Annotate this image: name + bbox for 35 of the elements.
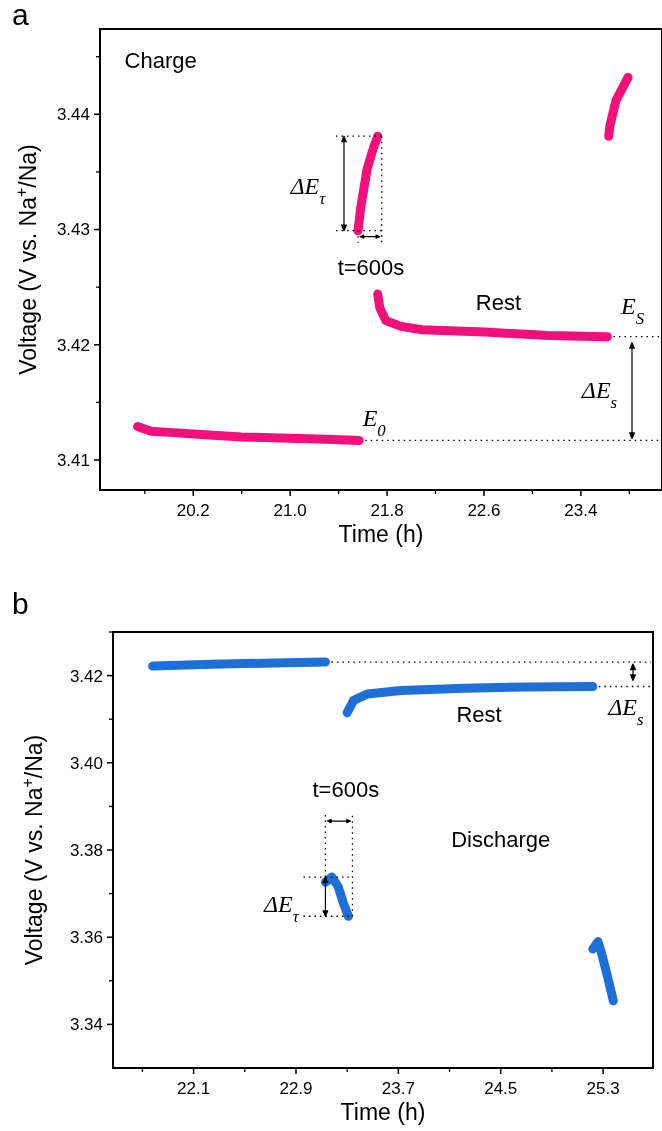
x-tick-label: 23.4 xyxy=(564,501,598,520)
y-tick-label: 3.44 xyxy=(56,105,90,125)
y-tick-label: 3.38 xyxy=(69,840,103,860)
x-tick-label: 22.9 xyxy=(279,1079,313,1098)
x-tick-label: 21.8 xyxy=(370,501,404,520)
chart-title: a xyxy=(12,0,29,31)
x-tick-label: 20.2 xyxy=(176,501,210,520)
x-axis-title: Time (h) xyxy=(338,521,424,547)
chart-title: b xyxy=(12,587,29,620)
annotation: E$_{S}$ xyxy=(619,293,645,328)
x-tick-label: 22.6 xyxy=(467,501,501,520)
annotation: ΔE$_{s}$ xyxy=(580,377,618,412)
annotation: t=600s xyxy=(337,255,405,281)
annotation: ΔE$_{s}$ xyxy=(607,693,644,729)
annotation: Charge xyxy=(124,47,197,73)
y-tick-label: 3.42 xyxy=(56,335,90,355)
x-tick-label: 24.5 xyxy=(484,1079,518,1098)
y-tick-label: 3.41 xyxy=(56,450,90,470)
y-tick-label: 3.34 xyxy=(69,1015,103,1035)
x-tick-label: 23.7 xyxy=(381,1079,415,1098)
annotation: Rest xyxy=(475,289,522,315)
y-tick-label: 3.42 xyxy=(69,666,103,686)
annotation: E$_{0}$ xyxy=(361,404,387,440)
annotation: ΔE$_{τ}$ xyxy=(263,890,300,926)
x-tick-label: 21.0 xyxy=(273,501,307,520)
annotation: Rest xyxy=(456,702,502,728)
annotation: Discharge xyxy=(451,826,551,852)
x-axis-title: Time (h) xyxy=(340,1099,426,1125)
x-tick-label: 22.1 xyxy=(177,1079,211,1098)
annotation: ΔE$_{τ}$ xyxy=(289,172,327,208)
x-tick-label: 25.3 xyxy=(586,1079,620,1098)
annotation: t=600s xyxy=(312,776,380,802)
y-tick-label: 3.43 xyxy=(56,220,90,240)
y-tick-label: 3.36 xyxy=(69,928,103,948)
y-tick-label: 3.40 xyxy=(69,753,103,773)
